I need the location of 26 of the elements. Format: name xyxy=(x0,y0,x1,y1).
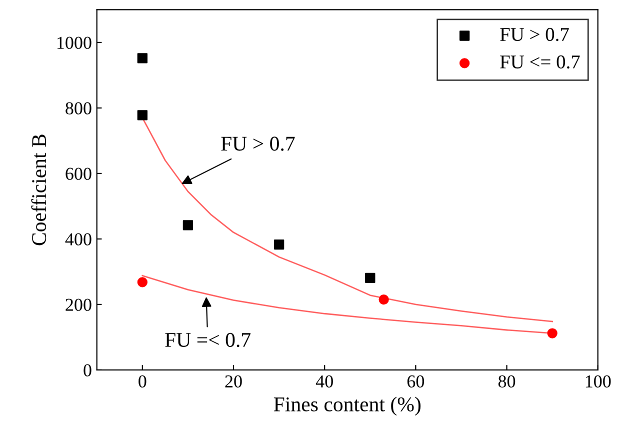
x-tick-label: 0 xyxy=(138,375,146,388)
x-tick-label: 20 xyxy=(225,375,242,388)
legend-label: FU <= 0.7 xyxy=(500,55,580,69)
y-tick-label: 800 xyxy=(66,102,92,114)
y-tick-label: 200 xyxy=(66,298,92,311)
x-tick-label: 80 xyxy=(498,375,516,388)
point xyxy=(365,272,376,284)
point xyxy=(547,328,558,338)
annotation: FU =< 0.7 xyxy=(165,332,250,348)
point xyxy=(137,53,148,64)
x-tick-label: 100 xyxy=(586,375,611,388)
point xyxy=(137,277,148,288)
point xyxy=(274,239,284,250)
y-axis-title: Coefficient B xyxy=(31,134,46,246)
y-tick-label: 400 xyxy=(65,233,92,246)
x-tick-label: 40 xyxy=(316,375,333,388)
point xyxy=(182,220,194,230)
y-tick-label: 0 xyxy=(84,364,92,376)
y-tick-label: 600 xyxy=(66,168,92,180)
x-axis-title: Fines content (%) xyxy=(274,396,421,416)
legend-label: FU > 0.7 xyxy=(500,28,569,42)
point xyxy=(378,294,389,305)
annotation: FU > 0.7 xyxy=(221,136,295,151)
x-tick-label: 60 xyxy=(407,375,424,388)
point xyxy=(137,110,148,120)
y-tick-label: 1000 xyxy=(57,36,92,49)
